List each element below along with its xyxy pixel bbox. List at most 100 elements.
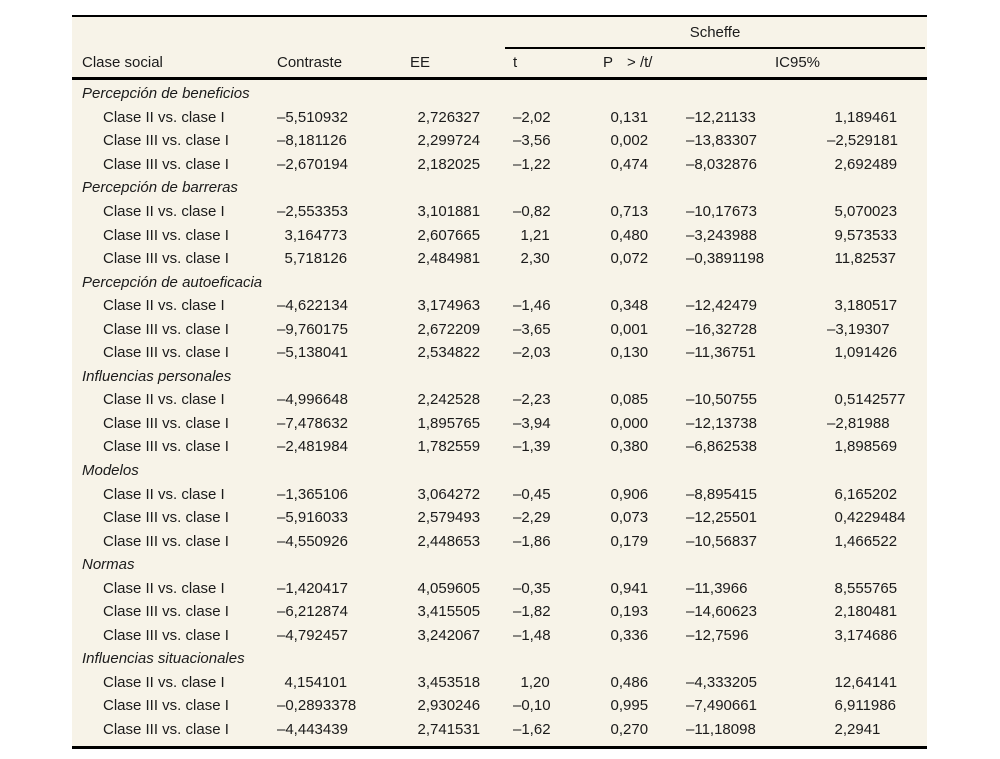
table-header: Scheffe Clase social Contraste EE t P > /… [72,17,927,80]
column-header-ee: EE [410,53,431,71]
cell-ic-low: –10,17673 [686,203,757,220]
cell-ee: 2,726327 [417,108,481,126]
cell-ee: 3,415505 [417,603,481,621]
cell-ic-low: –11,36751 [686,344,756,362]
cell-p: 0,001 [610,320,649,338]
cell-ic-low: –13,83307 [686,132,757,150]
section-row: Influencias personales [72,365,927,389]
cell-contraste: –2,670194 [277,155,348,173]
cell-clase-social: Clase II vs. clase I [103,673,225,691]
cell-ic-low: –8,032876 [686,155,757,173]
cell-ic-high: 3,180517 [834,297,898,315]
table-row: Clase III vs. clase I –5,916033 2,579493 –2… [72,506,927,530]
cell-contraste: –6,212874 [277,603,348,621]
cell-clase-social: Clase III vs. clase I [103,626,229,644]
cell-contraste: –4,443439 [277,721,348,739]
column-header-t: t [513,53,518,71]
table-row: Clase III vs. clase I –6,212874 3,415505 –1… [72,600,927,624]
cell-clase-social: Clase II vs. clase I [103,203,225,220]
cell-p: 0,336 [610,626,649,644]
cell-t: –1,22 [513,155,551,173]
cell-clase-social: Clase III vs. clase I [103,697,229,715]
cell-ic-high: –3,19307 [827,320,890,338]
cell-contraste: –4,550926 [277,532,348,550]
cell-ic-high: 9,573533 [834,226,898,244]
scheffe-spanner-label: Scheffe [689,23,741,41]
cell-contraste: –8,181126 [277,132,347,150]
table-row: Clase II vs. clase I –4,996648 2,242528 –2,… [72,388,927,412]
section-name: Normas [82,556,135,574]
cell-ic-high: 11,82537 [834,250,896,268]
cell-t: –2,03 [513,344,551,362]
cell-p: 0,131 [610,108,649,126]
cell-clase-social: Clase III vs. clase I [103,532,229,550]
cell-ic-high: 0,5142577 [834,391,906,409]
cell-ee: 2,672209 [417,320,481,338]
cell-clase-social: Clase III vs. clase I [103,250,229,268]
section-name: Influencias personales [82,367,232,385]
cell-p: 0,002 [610,132,649,150]
cell-ic-high: –2,529181 [827,132,898,150]
cell-ic-low: –11,3966 [686,579,748,597]
scheffe-spanner: Scheffe [505,17,925,49]
cell-t: 1,21 [520,226,550,244]
cell-ic-high: 8,555765 [834,579,898,597]
cell-clase-social: Clase III vs. clase I [103,414,229,432]
section-row: Percepción de barreras [72,176,927,200]
table-row: Clase III vs. clase I –4,443439 2,741531 –1… [72,718,927,742]
cell-clase-social: Clase III vs. clase I [103,155,229,173]
cell-contraste: –1,365106 [277,485,348,503]
table-row: Clase III vs. clase I –9,760175 2,672209 –3… [72,317,927,341]
cell-t: –1,82 [513,603,551,621]
cell-ic-high: 2,180481 [834,603,898,621]
table-row: Clase III vs. clase I –2,670194 2,182025 –1… [72,153,927,177]
cell-ee: 2,741531 [417,721,481,739]
cell-ic-low: –3,243988 [686,226,757,244]
cell-ic-low: –7,490661 [686,697,757,715]
cell-clase-social: Clase III vs. clase I [103,438,229,456]
cell-p: 0,348 [610,297,649,315]
cell-ee: 3,174963 [417,297,481,315]
cell-contraste: –4,622134 [277,297,348,315]
p-gt-label: > /t/ [627,53,653,71]
column-header-ic95: IC95% [774,53,821,71]
cell-ic-high: 1,466522 [834,532,898,550]
cell-ee: 1,895765 [417,414,481,432]
cell-ic-high: 12,64141 [834,673,898,691]
cell-t: –0,45 [513,485,551,503]
cell-ee: 3,064272 [417,485,481,503]
cell-t: –1,86 [513,532,551,550]
cell-p: 0,000 [610,414,649,432]
column-header-clase-social: Clase social [82,53,163,71]
cell-ic-high: 2,2941 [834,721,881,739]
cell-p: 0,995 [610,697,649,715]
cell-ic-high: 3,174686 [834,626,898,644]
table-row: Clase II vs. clase I –1,420417 4,059605 –0,… [72,576,927,600]
table-row: Clase II vs. clase I 4,154101 3,453518 1,20… [72,671,927,695]
cell-clase-social: Clase III vs. clase I [103,721,229,739]
cell-ic-low: –0,3891198 [686,250,765,268]
cell-p: 0,713 [610,203,649,220]
cell-t: –3,56 [513,132,551,150]
cell-p: 0,072 [610,250,649,268]
p-label: P [603,53,614,71]
cell-ee: 2,534822 [417,344,481,362]
cell-contraste: –2,553353 [277,203,348,220]
cell-contraste: –4,792457 [277,626,348,644]
cell-p: 0,270 [610,721,649,739]
cell-t: –3,65 [513,320,551,338]
cell-clase-social: Clase III vs. clase I [103,226,229,244]
cell-contraste: 5,718126 [284,250,348,268]
table-row: Clase III vs. clase I –8,181126 2,299724 –3… [72,129,927,153]
cell-ic-low: –12,25501 [686,509,757,527]
cell-ee: 3,242067 [417,626,481,644]
cell-t: –2,02 [513,108,551,126]
cell-ee: 3,101881 [417,203,481,220]
cell-ic-low: –8,895415 [686,485,757,503]
cell-ic-high: 0,4229484 [834,509,906,527]
table-row: Clase II vs. clase I –1,365106 3,064272 –0,… [72,482,927,506]
table-row: Clase III vs. clase I –4,792457 3,242067 –1… [72,624,927,648]
cell-ee: 2,182025 [417,155,481,173]
cell-p: 0,193 [610,603,649,621]
